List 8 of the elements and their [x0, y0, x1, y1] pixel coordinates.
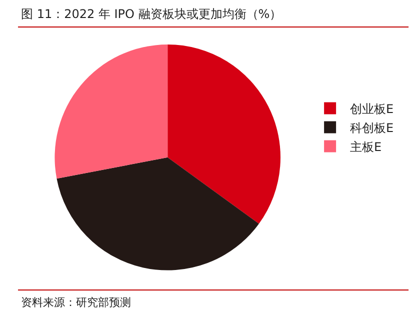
legend-label: 创业板E: [350, 102, 394, 116]
text: 资料来源：研究部预测: [21, 296, 131, 309]
legend-label: 科创板E: [350, 120, 394, 135]
pie-slice: [54, 44, 168, 179]
pie-slice: [56, 157, 259, 270]
legend-label: 主板E: [350, 140, 382, 154]
pie-slice: [168, 44, 280, 224]
chart-title: 图 11：2022 年 IPO 融资板块或更加均衡（%）: [21, 7, 282, 21]
